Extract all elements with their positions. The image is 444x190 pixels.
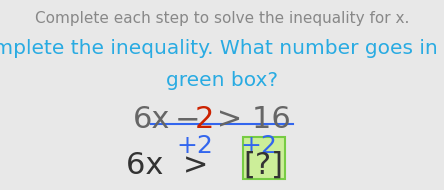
Text: +2: +2	[176, 134, 213, 158]
Text: 6x  >: 6x >	[126, 151, 208, 180]
Text: +2: +2	[241, 134, 278, 158]
Text: green box?: green box?	[166, 71, 278, 90]
Text: 6x: 6x	[132, 105, 170, 134]
Text: > 16: > 16	[207, 105, 291, 134]
FancyBboxPatch shape	[242, 137, 285, 179]
Text: −: −	[175, 105, 200, 134]
Text: 2: 2	[194, 105, 214, 134]
Text: Complete the inequality. What number goes in the: Complete the inequality. What number goe…	[0, 39, 444, 58]
Text: Complete each step to solve the inequality for x.: Complete each step to solve the inequali…	[35, 11, 409, 26]
Text: [?]: [?]	[244, 151, 284, 180]
